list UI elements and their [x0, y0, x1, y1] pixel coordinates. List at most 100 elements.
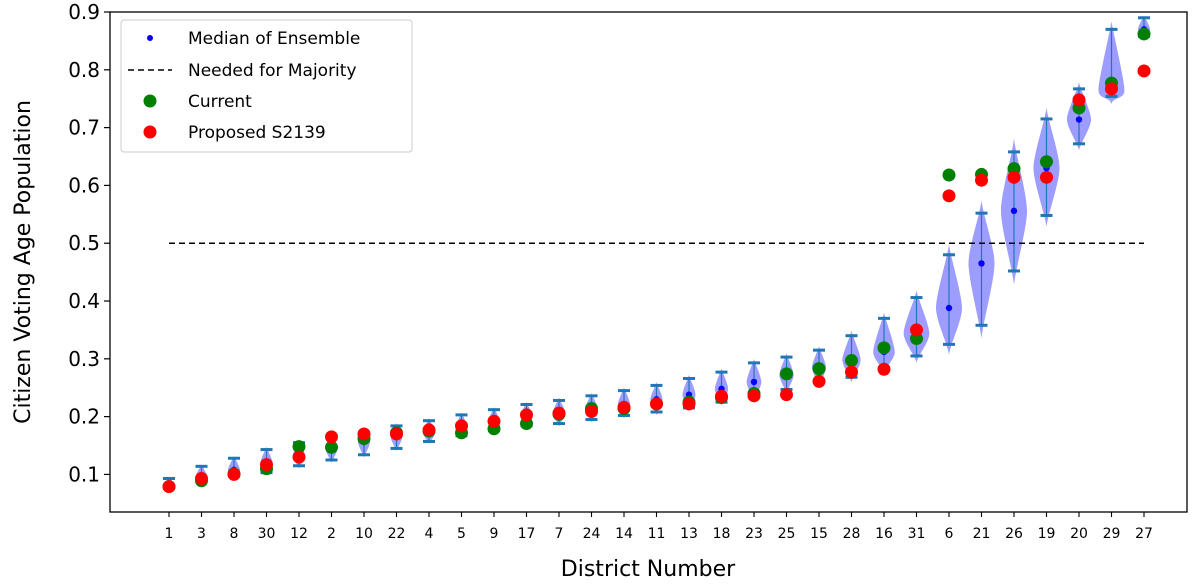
median-point — [750, 378, 758, 386]
x-tick-label: 15 — [810, 526, 828, 542]
proposed-point — [162, 480, 176, 494]
legend-label-majority: Needed for Majority — [188, 61, 357, 81]
x-tick-label: 21 — [973, 526, 991, 542]
x-tick-label: 12 — [290, 526, 308, 542]
legend: Median of Ensemble Needed for Majority C… — [120, 19, 413, 153]
y-tick-label: 0.2 — [68, 405, 100, 429]
proposed-point — [1040, 170, 1053, 184]
x-tick-label: 24 — [583, 526, 601, 542]
legend-label-current: Current — [188, 92, 252, 112]
x-axis-title: District Number — [561, 557, 736, 582]
proposed-point — [877, 362, 891, 376]
proposed-point — [487, 414, 501, 428]
x-tick-label: 27 — [1135, 526, 1153, 542]
legend-box — [120, 19, 413, 153]
median-point — [1010, 207, 1018, 215]
proposed-point — [975, 173, 988, 187]
median-point — [978, 260, 985, 267]
proposed-point — [390, 427, 403, 441]
legend-marker-current — [143, 94, 157, 108]
current-point — [877, 341, 891, 355]
x-tick-label: 26 — [1005, 526, 1023, 542]
current-point — [292, 440, 306, 454]
proposed-point — [812, 374, 826, 388]
x-tick-label: 5 — [457, 526, 466, 542]
median-point — [945, 304, 953, 312]
x-tick-label: 11 — [648, 526, 666, 542]
y-tick-label: 0.3 — [68, 347, 100, 371]
proposed-point — [780, 388, 793, 402]
x-tick-label: 14 — [615, 526, 633, 542]
current-point — [780, 367, 793, 381]
y-tick-label: 0.5 — [68, 231, 100, 255]
proposed-points — [162, 64, 1151, 494]
legend-label-median: Median of Ensemble — [188, 29, 360, 49]
proposed-point — [357, 427, 371, 441]
proposed-point — [227, 467, 241, 481]
plot-frame — [109, 11, 1188, 513]
proposed-point — [617, 400, 631, 414]
x-tick-label: 30 — [258, 526, 276, 542]
x-tick-label: 23 — [745, 526, 763, 542]
x-tick-label: 31 — [908, 526, 926, 542]
proposed-point — [260, 458, 273, 472]
x-tick-label: 29 — [1103, 526, 1121, 542]
y-tick-label: 0.1 — [68, 462, 100, 486]
proposed-point — [942, 189, 956, 203]
median-point — [1075, 116, 1083, 123]
y-tick-label: 0.9 — [68, 0, 100, 24]
current-point — [942, 168, 956, 182]
x-axis: 1 3 8 30 12 2 10 22 4 5 9 17 7 24 14 11 13 18 23 25 15 28 16 31… — [165, 512, 1153, 542]
y-axis: 0.1 0.2 0.3 0.4 0.5 0.6 0.7 0.8 0.9 — [68, 0, 110, 486]
x-tick-label: 18 — [713, 526, 731, 542]
x-tick-label: 8 — [230, 526, 239, 542]
y-tick-label: 0.7 — [68, 116, 100, 140]
x-tick-label: 6 — [945, 526, 954, 542]
current-point — [812, 362, 826, 376]
current-point — [1040, 155, 1053, 169]
x-tick-label: 16 — [875, 526, 893, 542]
proposed-point — [585, 404, 598, 418]
proposed-point — [1105, 82, 1118, 96]
y-tick-label: 0.4 — [68, 289, 100, 313]
x-tick-label: 9 — [490, 526, 499, 542]
legend-marker-proposed — [143, 125, 157, 139]
current-point — [1137, 27, 1151, 41]
y-axis-title: Citizen Voting Age Population — [11, 100, 36, 424]
x-tick-label: 1 — [165, 526, 174, 542]
legend-marker-median — [147, 35, 153, 41]
proposed-point — [292, 450, 306, 464]
current-point — [325, 440, 338, 454]
x-tick-label: 19 — [1038, 526, 1056, 542]
y-tick-label: 0.6 — [68, 173, 100, 197]
x-tick-label: 2 — [327, 526, 336, 542]
y-tick-label: 0.8 — [68, 58, 100, 82]
x-tick-label: 22 — [388, 526, 406, 542]
proposed-point — [195, 471, 208, 485]
proposed-point — [1007, 170, 1021, 184]
x-tick-label: 20 — [1070, 526, 1088, 542]
legend-label-proposed: Proposed S2139 — [188, 123, 326, 143]
proposed-point — [422, 423, 436, 437]
proposed-point — [715, 389, 728, 403]
x-tick-label: 13 — [680, 526, 698, 542]
proposed-point — [845, 365, 858, 379]
proposed-point — [910, 323, 923, 337]
x-tick-label: 17 — [518, 526, 536, 542]
x-tick-label: 4 — [425, 526, 434, 542]
x-tick-label: 25 — [778, 526, 796, 542]
proposed-point — [1137, 64, 1151, 78]
proposed-point — [650, 397, 663, 411]
proposed-point — [682, 397, 696, 411]
proposed-point — [325, 430, 338, 444]
proposed-point — [455, 419, 468, 433]
x-tick-label: 10 — [355, 526, 373, 542]
x-tick-label: 28 — [843, 526, 861, 542]
proposed-point — [747, 389, 761, 403]
current-point — [845, 354, 858, 368]
proposed-point — [552, 406, 566, 420]
proposed-point — [1072, 93, 1086, 107]
proposed-point — [520, 408, 533, 422]
x-tick-label: 3 — [197, 526, 206, 542]
